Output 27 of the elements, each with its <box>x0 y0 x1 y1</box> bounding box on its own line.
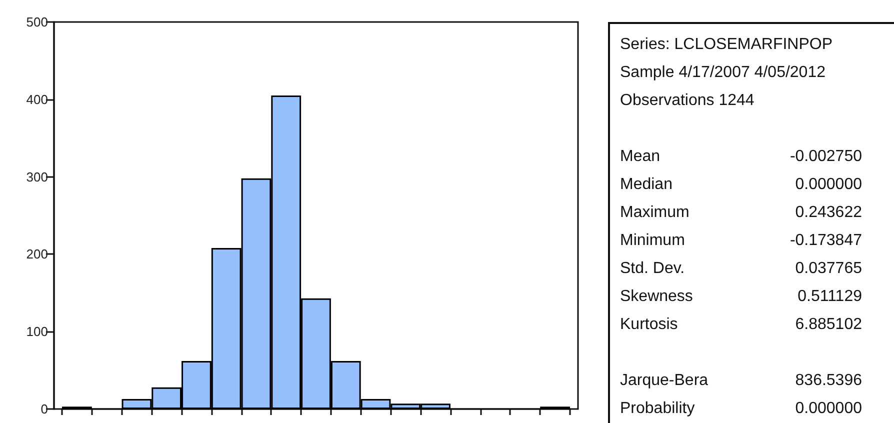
y-tick-label: 400 <box>26 92 48 107</box>
text: -0.173847 <box>790 232 862 249</box>
text: 0.037765 <box>795 260 862 277</box>
category-label: Skewness <box>620 287 693 307</box>
text: -0.002750 <box>790 148 862 165</box>
text: 0.000000 <box>795 176 862 193</box>
category-label: Minimum <box>620 231 685 251</box>
category-label: Std. Dev. <box>620 259 685 279</box>
text: 0.243622 <box>795 204 862 221</box>
category-label: Mean <box>620 147 660 167</box>
text: 6.885102 <box>795 316 862 333</box>
y-tick-label: 500 <box>26 14 48 30</box>
category-label: Probability <box>620 399 695 419</box>
text: 0.000000 <box>795 400 862 417</box>
y-tick-label: 200 <box>26 246 48 262</box>
y-tick-label: 300 <box>26 169 48 184</box>
y-tick-label: 0 <box>40 402 48 416</box>
category-label: Median <box>620 175 672 195</box>
y-tick-label: 100 <box>26 324 48 340</box>
text: Observations 1244 <box>620 91 754 111</box>
text: 0.511129 <box>798 288 862 305</box>
category-label: Jarque-Bera <box>620 371 708 391</box>
category-label: Kurtosis <box>620 315 678 335</box>
text: Sample 4/17/2007 4/05/2012 <box>620 63 826 83</box>
text: Series: LCLOSEMARFINPOP <box>620 35 832 55</box>
category-label: Maximum <box>620 203 690 223</box>
text: 836.5396 <box>795 372 862 389</box>
